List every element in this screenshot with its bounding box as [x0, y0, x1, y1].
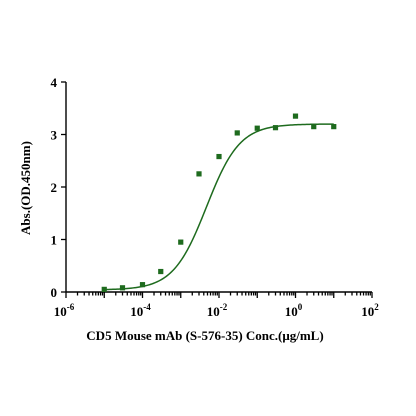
- x-tick-label: 102: [361, 302, 379, 319]
- y-axis-label: Abs.(OD.450nm): [18, 141, 33, 235]
- data-point: [178, 239, 184, 245]
- x-tick-label: 10-2: [207, 302, 228, 319]
- x-tick-label: 10-4: [130, 302, 151, 319]
- x-axis-label: CD5 Mouse mAb (S-576-35) Conc.(μg/mL): [86, 328, 323, 343]
- x-tick-label: 100: [285, 302, 303, 319]
- data-point: [101, 286, 107, 292]
- y-tick-label: 3: [51, 128, 58, 143]
- y-tick-label: 2: [51, 180, 58, 195]
- axes: [65, 82, 372, 293]
- data-point: [139, 282, 146, 288]
- ticks: 0 1 2 3 4 10-6 10-4 10-2 100 102: [51, 75, 380, 319]
- data-point: [331, 124, 337, 130]
- data-point: [158, 268, 164, 275]
- data-point: [119, 285, 126, 291]
- data-point: [254, 125, 260, 131]
- fit-curve-group: [104, 123, 334, 291]
- x-tick-label: 10-6: [54, 302, 75, 319]
- data-point: [234, 130, 240, 136]
- data-point: [311, 124, 317, 130]
- y-tick-label: 1: [51, 233, 58, 248]
- data-points: [101, 113, 337, 292]
- fit-curve: [104, 123, 334, 291]
- data-point: [196, 171, 202, 177]
- data-point: [216, 153, 222, 160]
- y-tick-label: 4: [51, 75, 58, 90]
- data-point: [292, 113, 299, 119]
- data-point: [272, 125, 279, 131]
- y-tick-label: 0: [51, 285, 58, 300]
